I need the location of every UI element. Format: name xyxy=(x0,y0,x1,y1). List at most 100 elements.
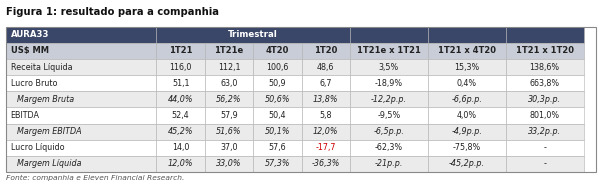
Text: 57,3%: 57,3% xyxy=(265,159,290,168)
Bar xyxy=(253,140,302,156)
Text: 112,1: 112,1 xyxy=(218,63,240,72)
Bar xyxy=(350,59,428,75)
Text: Fonte: companhia e Eleven Financial Research.: Fonte: companhia e Eleven Financial Rese… xyxy=(6,175,184,181)
Text: 33,2p.p.: 33,2p.p. xyxy=(528,127,561,136)
Text: 663,8%: 663,8% xyxy=(530,79,560,88)
Bar xyxy=(6,140,157,156)
Text: 33,0%: 33,0% xyxy=(216,159,242,168)
Bar xyxy=(506,140,583,156)
Bar xyxy=(506,91,583,107)
Text: 1T20: 1T20 xyxy=(314,46,338,55)
Bar xyxy=(253,91,302,107)
Bar xyxy=(253,43,302,59)
Text: Receita Líquida: Receita Líquida xyxy=(11,63,72,72)
Bar xyxy=(506,27,583,43)
Bar xyxy=(506,59,583,75)
Text: 57,6: 57,6 xyxy=(268,143,286,152)
Text: Trimestral: Trimestral xyxy=(228,30,278,39)
Text: Lucro Bruto: Lucro Bruto xyxy=(11,79,57,88)
Bar xyxy=(6,27,157,43)
Bar xyxy=(157,156,205,172)
Bar xyxy=(302,43,350,59)
Text: -12,2p.p.: -12,2p.p. xyxy=(371,95,407,104)
Text: 6,7: 6,7 xyxy=(320,79,332,88)
Text: 1T21: 1T21 xyxy=(169,46,193,55)
Text: 50,4: 50,4 xyxy=(268,111,286,120)
Bar xyxy=(157,43,205,59)
Bar xyxy=(428,107,506,124)
Text: -6,6p.p.: -6,6p.p. xyxy=(452,95,482,104)
Bar xyxy=(205,107,253,124)
Bar xyxy=(6,124,157,140)
Text: -18,9%: -18,9% xyxy=(375,79,403,88)
Text: 50,6%: 50,6% xyxy=(265,95,290,104)
Text: 14,0: 14,0 xyxy=(172,143,190,152)
Text: 12,0%: 12,0% xyxy=(313,127,338,136)
Text: 50,1%: 50,1% xyxy=(265,127,290,136)
Text: 1T21e x 1T21: 1T21e x 1T21 xyxy=(357,46,421,55)
Text: 51,1: 51,1 xyxy=(172,79,190,88)
Bar xyxy=(6,59,157,75)
Bar xyxy=(506,107,583,124)
Bar xyxy=(253,75,302,91)
Bar xyxy=(205,75,253,91)
Text: Figura 1: resultado para a companhia: Figura 1: resultado para a companhia xyxy=(6,7,219,17)
Text: 801,0%: 801,0% xyxy=(530,111,560,120)
Text: 138,6%: 138,6% xyxy=(530,63,560,72)
Bar xyxy=(157,91,205,107)
Bar xyxy=(428,27,506,43)
Text: 56,2%: 56,2% xyxy=(216,95,242,104)
Bar xyxy=(506,156,583,172)
Text: AURA33: AURA33 xyxy=(11,30,49,39)
Text: 12,0%: 12,0% xyxy=(168,159,193,168)
Bar xyxy=(302,140,350,156)
Bar xyxy=(428,59,506,75)
Bar xyxy=(350,156,428,172)
Text: 50,9: 50,9 xyxy=(268,79,286,88)
Text: 15,3%: 15,3% xyxy=(454,63,479,72)
Text: 1T21 x 1T20: 1T21 x 1T20 xyxy=(516,46,574,55)
Bar xyxy=(302,107,350,124)
Bar xyxy=(205,124,253,140)
Text: -: - xyxy=(543,143,546,152)
Bar xyxy=(506,43,583,59)
Bar xyxy=(6,156,157,172)
Bar xyxy=(205,91,253,107)
Text: 30,3p.p.: 30,3p.p. xyxy=(528,95,561,104)
Text: -62,3%: -62,3% xyxy=(375,143,403,152)
Bar xyxy=(302,156,350,172)
Bar xyxy=(350,27,428,43)
Text: -45,2p.p.: -45,2p.p. xyxy=(448,159,485,168)
Bar xyxy=(6,75,157,91)
Bar xyxy=(350,124,428,140)
Text: US$ MM: US$ MM xyxy=(11,46,49,55)
Text: 48,6: 48,6 xyxy=(317,63,335,72)
Bar xyxy=(302,124,350,140)
Text: 116,0: 116,0 xyxy=(169,63,192,72)
Bar xyxy=(157,107,205,124)
Bar xyxy=(302,75,350,91)
Text: 13,8%: 13,8% xyxy=(313,95,338,104)
Text: -6,5p.p.: -6,5p.p. xyxy=(373,127,405,136)
Bar xyxy=(205,43,253,59)
Text: 51,6%: 51,6% xyxy=(216,127,242,136)
Bar xyxy=(428,43,506,59)
Bar xyxy=(157,27,350,43)
Bar xyxy=(428,75,506,91)
Text: EBITDA: EBITDA xyxy=(11,111,40,120)
Bar xyxy=(506,75,583,91)
Text: 1T21e: 1T21e xyxy=(214,46,244,55)
Bar xyxy=(205,156,253,172)
Text: 63,0: 63,0 xyxy=(220,79,238,88)
Text: -75,8%: -75,8% xyxy=(453,143,481,152)
Text: 3,5%: 3,5% xyxy=(379,63,399,72)
Bar xyxy=(506,124,583,140)
Bar xyxy=(253,107,302,124)
Bar xyxy=(350,43,428,59)
Bar xyxy=(205,59,253,75)
Bar xyxy=(157,140,205,156)
Text: 44,0%: 44,0% xyxy=(168,95,193,104)
Bar xyxy=(6,43,157,59)
Bar xyxy=(157,75,205,91)
Text: Lucro Líquido: Lucro Líquido xyxy=(11,143,64,152)
